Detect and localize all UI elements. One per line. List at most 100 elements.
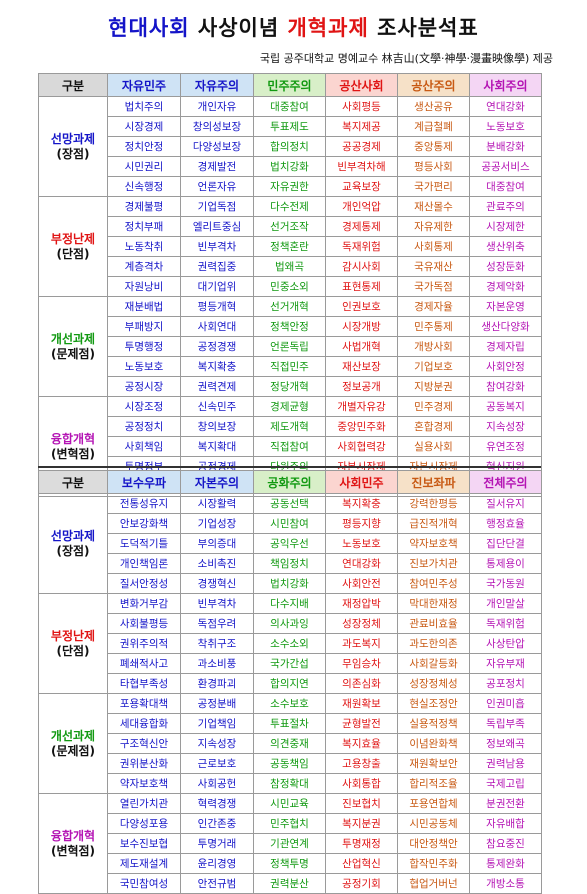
table-cell: 시민권리 [107, 156, 181, 177]
table-cell: 감시사회 [325, 256, 398, 277]
table-cell: 정치부패 [107, 216, 181, 237]
table-row: 다양성포용 인간존중 민주협치 복지분권 시민공동체 자유배합 [39, 813, 542, 834]
table-cell: 시민공동체 [397, 813, 470, 834]
table-cell: 강력한평등 [397, 493, 470, 514]
table-row: 융합개혁 (변혁점) 열린가치관 혁력경쟁 시민교육 진보협치 포용연합체 분권전환 [38, 793, 542, 894]
table-cell: 국유재산 [397, 256, 470, 277]
table-cell: 지방분권 [397, 376, 470, 397]
table-cell: 경제자립 [469, 336, 542, 357]
table-cell: 창의성보장 [180, 116, 254, 137]
table-row: 공정정치 창의보장 제도개혁 중앙민주화 혼합경제 지속성장 [39, 416, 542, 437]
table-cell: 선거개혁 [253, 296, 326, 317]
table-cell: 권위주의적 [107, 633, 181, 654]
table-cell: 노동보호 [107, 356, 181, 377]
column-header: 공화주의 [253, 470, 326, 494]
table-row: 정치부패 엘리트중심 선거조작 경제통제 자유제한 시장제한 [39, 216, 542, 237]
table-cell: 대중참여 [253, 96, 326, 117]
table-cell: 시장경제 [107, 116, 181, 137]
table-cell: 타협부족성 [107, 673, 181, 694]
table-cell: 소수보호 [253, 693, 326, 714]
table-cell: 공정분배 [180, 693, 254, 714]
table-cell: 성장정체 [325, 613, 398, 634]
table-row: 개선과제 (문제점) 포용확대책 공정분배 소수보호 재원확보 현실조정안 인권미흡 [38, 693, 542, 794]
table-row: 국민참여성 안전규범 권력분산 공정기회 협업거버넌 개방소통 [39, 873, 542, 894]
table-cell: 질서유지 [469, 493, 542, 514]
category-label: 융합개혁 [50, 431, 96, 446]
table-cell: 사회안정 [469, 356, 542, 377]
category-label: 선망과제 [50, 131, 96, 146]
table-cell: 전통성유지 [107, 493, 181, 514]
table-cell: 유연조정 [469, 436, 542, 457]
column-header: 보수우파 [107, 470, 181, 494]
table-cell: 세대융합화 [107, 713, 181, 734]
table-cell: 법왜곡 [253, 256, 326, 277]
column-header: 전체주의 [469, 470, 542, 494]
table-row: 계층격차 권력집중 법왜곡 감시사회 국유재산 성장둔화 [39, 256, 542, 277]
table-cell: 법치강화 [253, 156, 326, 177]
table-cell: 참여강화 [469, 376, 542, 397]
table-cell: 직접민주 [253, 356, 326, 377]
table-cell: 사회통제 [397, 236, 470, 257]
table-cell: 사회연대 [180, 316, 254, 337]
table-row: 도덕적기틀 부의증대 공익우선 노동보호 약자보호책 집단단결 [39, 533, 542, 554]
column-header: 공산사회 [325, 73, 398, 97]
table-cell: 시장제한 [469, 216, 542, 237]
table-row: 자원낭비 대기업위 민중소외 표현통제 국가독점 경제악화 [39, 276, 542, 297]
column-header: 자유민주 [107, 73, 181, 97]
table-cell: 엘리트중심 [180, 216, 254, 237]
title-part-3: 개혁과제 [287, 16, 369, 40]
table-row: 사회책임 복지확대 직접참여 사회협력강 실용사회 유연조정 [39, 436, 542, 457]
table-cell: 기업책임 [180, 713, 254, 734]
table-cell: 국가편리 [397, 176, 470, 197]
table-cell: 고용창출 [325, 753, 398, 774]
page-title: 현대사회 사상이념 개혁과제 조사분석표 [0, 12, 587, 42]
table-cell: 투명재정 [325, 833, 398, 854]
table-row: 융합개혁 (변혁점) 시장조정 신속민주 경제균형 개별자유강 민주경제 공동복지 [38, 396, 542, 497]
table-cell: 산업혁신 [325, 853, 398, 874]
table-cell: 폐쇄적사고 [107, 653, 181, 674]
table-row: 부정난제 (단점) 경제불평 기업독점 다수전제 개인억압 재산몰수 관료주의 [38, 196, 542, 297]
table-cell: 정보공개 [325, 376, 398, 397]
table-row: 안보강화책 기업성장 시민참여 평등지향 급진적개혁 행정효율 [39, 513, 542, 534]
table-cell: 급진적개혁 [397, 513, 470, 534]
table-cell: 사회공헌 [180, 773, 254, 794]
table-cell: 권위분산화 [107, 753, 181, 774]
table-cell: 사회책임 [107, 436, 181, 457]
table-cell: 개방사회 [397, 336, 470, 357]
table-cell: 막대한재정 [397, 593, 470, 614]
table-row: 노동보호 복지확충 직접민주 재산보장 기업보호 사회안정 [39, 356, 542, 377]
table-row: 사회불평등 독점우려 의사과잉 성장정체 관료비효율 독재위험 [39, 613, 542, 634]
column-header: 공산주의 [397, 73, 470, 97]
table-cell: 국민참여성 [107, 873, 181, 894]
table-cell: 재분배법 [107, 296, 181, 317]
table-cell: 기업독점 [180, 196, 254, 217]
table-cell: 분배강화 [469, 136, 542, 157]
table-cell: 복지제공 [325, 116, 398, 137]
category-label: 융합개혁 [50, 828, 96, 843]
ideology-table-1: 구분 자유민주 자유주의 민주주의 공산사회 공산주의 사회주의 선망과제 (장점) 법치주의 개… [38, 73, 542, 497]
table-cell: 민주통제 [397, 316, 470, 337]
table-cell: 자유권한 [253, 176, 326, 197]
table-cell: 다수전제 [253, 196, 326, 217]
table-cell: 빈부격차해 [325, 156, 398, 177]
table-cell: 생산공유 [397, 96, 470, 117]
category-label: 개선과제 [50, 331, 96, 346]
table-cell: 투명거래 [180, 833, 254, 854]
table-cell: 행정효율 [469, 513, 542, 534]
table-cell: 현실조정안 [397, 693, 470, 714]
table-cell: 의견중재 [253, 733, 326, 754]
table-cell: 기업성장 [180, 513, 254, 534]
column-header: 구분 [38, 470, 108, 494]
table-cell: 약자보호책 [107, 773, 181, 794]
table-cell: 사회통합 [325, 773, 398, 794]
category-label: 부정난제 [50, 628, 96, 643]
table-cell: 제도재설계 [107, 853, 181, 874]
table-cell: 선거조작 [253, 216, 326, 237]
table-row: 약자보호책 사회공헌 참정확대 사회통합 합리적조율 국제고립 [39, 773, 542, 794]
table-cell: 공동선택 [253, 493, 326, 514]
table-cell: 복지분권 [325, 813, 398, 834]
table-cell: 지속성장 [180, 733, 254, 754]
table-cell: 합리적조율 [397, 773, 470, 794]
table-cell: 시장활력 [180, 493, 254, 514]
table-header-row: 구분 보수우파 자본주의 공화주의 사회민주 진보좌파 전체주의 [38, 470, 542, 494]
